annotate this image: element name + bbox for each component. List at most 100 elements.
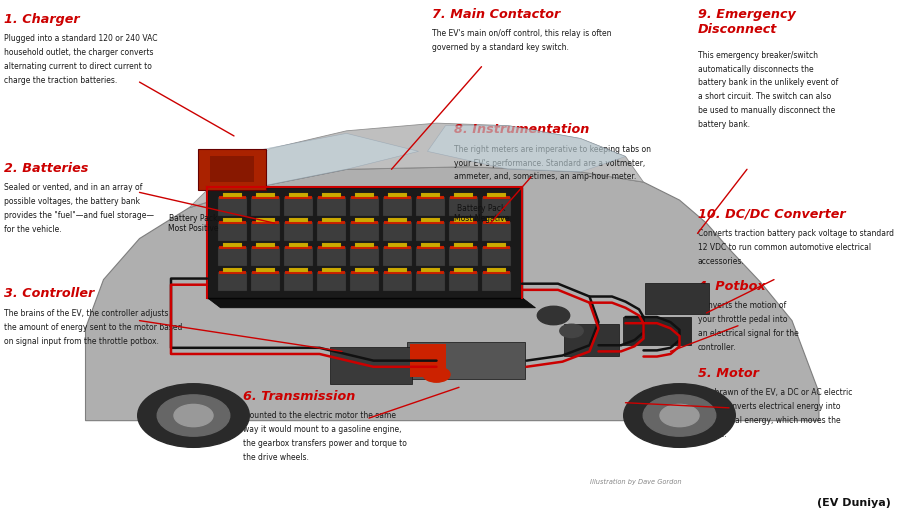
Text: governed by a standard key switch.: governed by a standard key switch. bbox=[432, 43, 569, 52]
Text: on signal input from the throttle potbox.: on signal input from the throttle potbox… bbox=[4, 337, 159, 346]
FancyBboxPatch shape bbox=[487, 218, 507, 222]
FancyBboxPatch shape bbox=[317, 222, 346, 242]
FancyBboxPatch shape bbox=[289, 193, 309, 197]
Text: This emergency breaker/switch: This emergency breaker/switch bbox=[698, 51, 817, 60]
FancyBboxPatch shape bbox=[564, 324, 619, 356]
FancyBboxPatch shape bbox=[222, 193, 242, 197]
Text: 6. Transmission: 6. Transmission bbox=[243, 390, 356, 403]
FancyBboxPatch shape bbox=[383, 221, 411, 224]
FancyBboxPatch shape bbox=[388, 193, 408, 197]
Circle shape bbox=[624, 384, 735, 447]
Text: 3. Controller: 3. Controller bbox=[4, 287, 94, 300]
FancyBboxPatch shape bbox=[330, 347, 412, 384]
FancyBboxPatch shape bbox=[454, 243, 473, 247]
FancyBboxPatch shape bbox=[321, 268, 341, 272]
FancyBboxPatch shape bbox=[355, 243, 374, 247]
FancyBboxPatch shape bbox=[284, 221, 312, 224]
Text: controller.: controller. bbox=[698, 343, 736, 352]
FancyBboxPatch shape bbox=[317, 272, 346, 291]
Text: household outlet, the charger converts: household outlet, the charger converts bbox=[4, 48, 154, 57]
FancyBboxPatch shape bbox=[284, 246, 312, 249]
FancyBboxPatch shape bbox=[218, 222, 248, 242]
Text: 9. Emergency
Disconnect: 9. Emergency Disconnect bbox=[698, 8, 796, 36]
FancyBboxPatch shape bbox=[284, 197, 313, 216]
Circle shape bbox=[537, 306, 570, 325]
FancyBboxPatch shape bbox=[416, 222, 446, 242]
FancyBboxPatch shape bbox=[222, 218, 242, 222]
FancyBboxPatch shape bbox=[450, 246, 477, 249]
Text: The EV's main on/off control, this relay is often: The EV's main on/off control, this relay… bbox=[432, 29, 611, 38]
FancyBboxPatch shape bbox=[252, 271, 279, 273]
FancyBboxPatch shape bbox=[198, 149, 266, 190]
FancyBboxPatch shape bbox=[388, 218, 408, 222]
Circle shape bbox=[644, 395, 716, 436]
FancyBboxPatch shape bbox=[318, 221, 346, 224]
Text: The right meters are imperative to keeping tabs on: The right meters are imperative to keepi… bbox=[454, 145, 652, 154]
Text: the gearbox transfers power and torque to: the gearbox transfers power and torque t… bbox=[243, 439, 407, 448]
Circle shape bbox=[423, 367, 450, 382]
FancyBboxPatch shape bbox=[407, 342, 525, 379]
FancyBboxPatch shape bbox=[454, 218, 473, 222]
Text: The brains of the EV, the controller adjusts: The brains of the EV, the controller adj… bbox=[4, 309, 169, 318]
FancyBboxPatch shape bbox=[218, 197, 248, 216]
FancyBboxPatch shape bbox=[351, 196, 378, 199]
FancyBboxPatch shape bbox=[318, 246, 346, 249]
FancyBboxPatch shape bbox=[350, 272, 379, 291]
FancyBboxPatch shape bbox=[449, 197, 478, 216]
Text: way it would mount to a gasoline engine,: way it would mount to a gasoline engine, bbox=[243, 425, 401, 435]
FancyBboxPatch shape bbox=[645, 283, 709, 314]
Polygon shape bbox=[189, 123, 644, 208]
FancyBboxPatch shape bbox=[487, 243, 507, 247]
FancyBboxPatch shape bbox=[350, 222, 379, 242]
FancyBboxPatch shape bbox=[321, 218, 341, 222]
FancyBboxPatch shape bbox=[251, 247, 280, 266]
Text: the drive wheels.: the drive wheels. bbox=[243, 453, 309, 462]
Text: The brawn of the EV, a DC or AC electric: The brawn of the EV, a DC or AC electric bbox=[698, 388, 852, 398]
Text: a short circuit. The switch can also: a short circuit. The switch can also bbox=[698, 92, 831, 102]
FancyBboxPatch shape bbox=[289, 243, 309, 247]
FancyBboxPatch shape bbox=[350, 197, 379, 216]
Circle shape bbox=[560, 324, 583, 338]
Text: Battery Pack
Most Negative: Battery Pack Most Negative bbox=[454, 204, 509, 223]
FancyBboxPatch shape bbox=[420, 243, 440, 247]
Circle shape bbox=[660, 404, 699, 427]
FancyBboxPatch shape bbox=[382, 222, 412, 242]
FancyBboxPatch shape bbox=[251, 272, 280, 291]
Text: 5. Motor: 5. Motor bbox=[698, 367, 759, 380]
FancyBboxPatch shape bbox=[256, 243, 275, 247]
Text: 7. Main Contactor: 7. Main Contactor bbox=[432, 8, 560, 21]
Text: your EV's performance. Standard are a voltmeter,: your EV's performance. Standard are a vo… bbox=[454, 159, 646, 168]
Text: (EV Duniya): (EV Duniya) bbox=[817, 498, 891, 508]
Text: Battery Pack
Most Positive: Battery Pack Most Positive bbox=[168, 214, 219, 233]
FancyBboxPatch shape bbox=[317, 197, 346, 216]
FancyBboxPatch shape bbox=[210, 156, 254, 182]
FancyBboxPatch shape bbox=[416, 247, 446, 266]
FancyBboxPatch shape bbox=[351, 246, 378, 249]
Text: Converts traction battery pack voltage to standard: Converts traction battery pack voltage t… bbox=[698, 229, 894, 239]
FancyBboxPatch shape bbox=[450, 271, 477, 273]
FancyBboxPatch shape bbox=[382, 197, 412, 216]
Text: charge the traction batteries.: charge the traction batteries. bbox=[4, 76, 118, 85]
Polygon shape bbox=[86, 167, 819, 421]
Text: ammeter, and, sometimes, an amp-hour meter.: ammeter, and, sometimes, an amp-hour met… bbox=[454, 172, 637, 182]
FancyBboxPatch shape bbox=[355, 218, 374, 222]
FancyBboxPatch shape bbox=[284, 196, 312, 199]
FancyBboxPatch shape bbox=[417, 271, 445, 273]
FancyBboxPatch shape bbox=[284, 272, 313, 291]
FancyBboxPatch shape bbox=[449, 272, 478, 291]
FancyBboxPatch shape bbox=[289, 218, 309, 222]
FancyBboxPatch shape bbox=[219, 271, 247, 273]
FancyBboxPatch shape bbox=[284, 271, 312, 273]
FancyBboxPatch shape bbox=[351, 221, 378, 224]
FancyBboxPatch shape bbox=[256, 218, 275, 222]
FancyBboxPatch shape bbox=[450, 221, 477, 224]
FancyBboxPatch shape bbox=[482, 196, 510, 199]
Circle shape bbox=[174, 404, 213, 427]
FancyBboxPatch shape bbox=[482, 221, 510, 224]
Text: your throttle pedal into: your throttle pedal into bbox=[698, 315, 787, 324]
FancyBboxPatch shape bbox=[219, 221, 247, 224]
FancyBboxPatch shape bbox=[487, 268, 507, 272]
FancyBboxPatch shape bbox=[416, 272, 446, 291]
Text: Mounted to the electric motor the same: Mounted to the electric motor the same bbox=[243, 411, 396, 421]
FancyBboxPatch shape bbox=[449, 222, 478, 242]
